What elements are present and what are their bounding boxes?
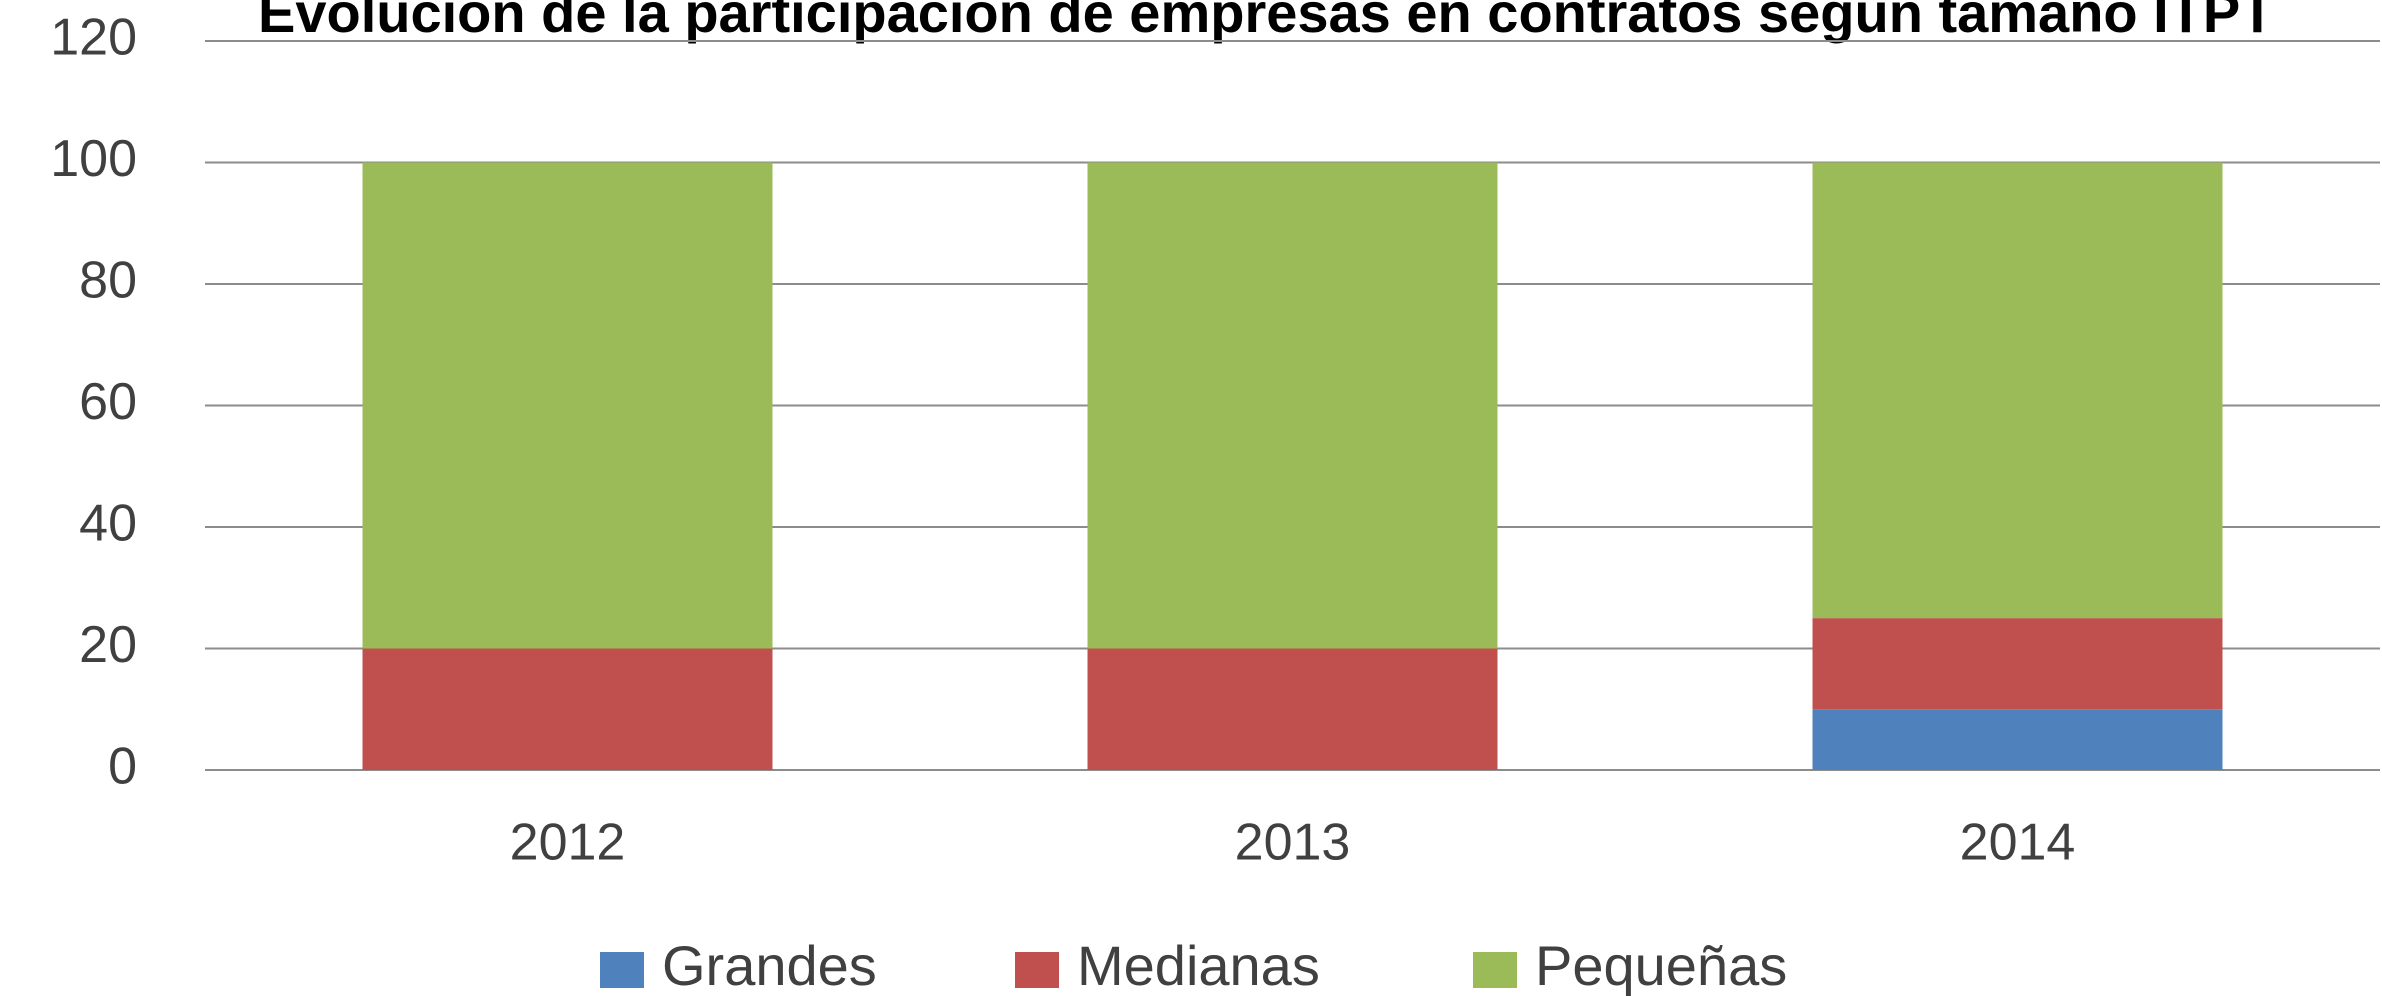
legend-label: Pequeñas [1535,934,1787,996]
y-tick-label: 100 [50,130,137,188]
x-tick-label: 2014 [1960,814,2076,872]
y-tick-label: 120 [50,9,137,67]
y-tick-label: 80 [79,252,137,310]
legend-label: Grandes [662,934,877,996]
legend-swatch [600,952,644,988]
bar-segment [1812,162,2223,619]
bar-segment [1812,618,2223,710]
y-tick-label: 60 [79,373,137,431]
legend-swatch [1015,952,1059,988]
bar-segment [1812,709,2223,770]
legend-label: Medianas [1077,934,1320,996]
chart-title: Evolución de la participación de empresa… [258,0,2275,44]
x-tick-label: 2012 [510,814,626,872]
bar-segment [1087,162,1498,649]
bar-segment [362,648,773,770]
y-tick-label: 40 [79,495,137,553]
legend-swatch [1473,952,1517,988]
y-tick-label: 0 [108,738,137,796]
y-tick-label: 20 [79,616,137,674]
bar-segment [362,162,773,649]
x-tick-label: 2013 [1235,814,1351,872]
bar-segment [1087,648,1498,770]
